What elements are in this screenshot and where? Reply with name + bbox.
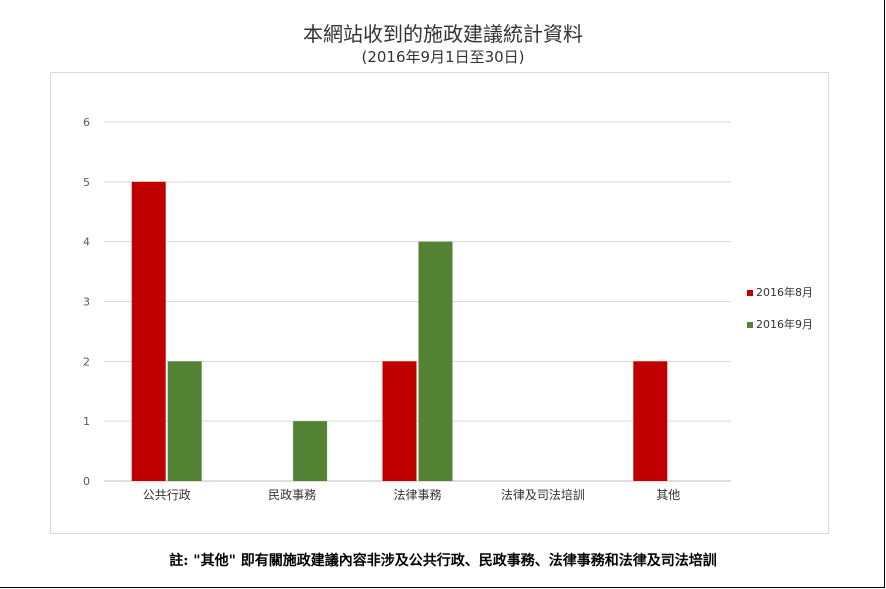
bar-sep-0 xyxy=(167,361,202,481)
x-tick-label: 其他 xyxy=(656,488,680,502)
y-tick-label: 2 xyxy=(83,355,90,368)
bar-sep-2 xyxy=(418,241,453,481)
bar-aug-2 xyxy=(382,361,417,481)
x-tick-label: 民政事務 xyxy=(268,488,316,502)
bar-aug-0 xyxy=(131,181,166,482)
legend-label: 2016年9月 xyxy=(756,317,813,331)
bar-sep-1 xyxy=(293,421,328,481)
y-tick-label: 5 xyxy=(83,176,90,189)
chart-area-border xyxy=(50,72,829,534)
y-tick-label: 0 xyxy=(83,475,90,488)
y-tick-label: 4 xyxy=(83,236,90,249)
y-tick-label: 3 xyxy=(83,296,90,309)
y-tick-label: 6 xyxy=(83,116,90,129)
x-tick-label: 法律及司法培訓 xyxy=(501,487,585,502)
legend-swatch xyxy=(747,322,753,328)
chart-title: 本網站收到的施政建議統計資料 xyxy=(303,22,583,46)
legend-swatch xyxy=(747,290,753,296)
x-tick-label: 公共行政 xyxy=(143,488,191,502)
x-tick-label: 法律事務 xyxy=(393,488,441,502)
footnote: 註: "其他" 即有關施政建議內容非涉及公共行政、民政事務、法律事務和法律及司法… xyxy=(169,553,717,569)
bar-aug-4 xyxy=(633,361,668,481)
y-tick-label: 1 xyxy=(83,415,90,428)
chart-subtitle: (2016年9月1日至30日) xyxy=(361,48,525,66)
legend-label: 2016年8月 xyxy=(756,285,813,299)
